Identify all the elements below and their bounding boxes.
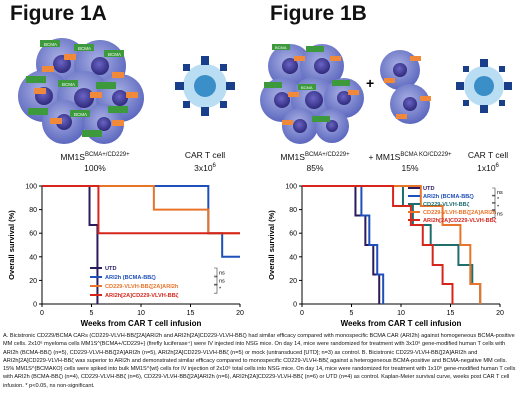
y-tick-label: 20: [29, 278, 37, 285]
bcma-ko-cell-cluster: [380, 50, 431, 124]
x-tick-label: 10: [137, 310, 145, 317]
svg-text:BCMA: BCMA: [78, 46, 91, 51]
legend-label: UTD: [105, 266, 117, 272]
y-tick-label: 60: [289, 231, 297, 238]
significance-bracket: [492, 187, 496, 197]
figure-1a-mm1s-label: MM1SBCMA+/CD229+ 100%: [60, 151, 130, 173]
y-axis-title: Overall survival (%): [7, 210, 16, 280]
x-axis-title: Weeks from CAR T cell infusion: [341, 319, 462, 328]
figure-1a-illustration: BCMA BCMA BCMA BCMA BCMA: [18, 38, 235, 144]
x-axis-title: Weeks from CAR T cell infusion: [81, 319, 202, 328]
y-tick-label: 0: [33, 302, 37, 309]
legend-label: ARI2h[2A]CD229-VLVH-BBζ: [423, 218, 497, 224]
figure-1b-cart-label: CAR T cell 1x106: [467, 150, 509, 173]
y-tick-label: 80: [29, 207, 37, 214]
bcma-antigen-tags: BCMA BCMA BCMA BCMA BCMA: [26, 40, 128, 137]
significance-bracket: [214, 275, 218, 286]
survival-curve: [42, 185, 240, 235]
significance-label: ns: [497, 190, 503, 196]
y-axis-title: Overall survival (%): [267, 210, 276, 280]
legend-label: ARI2h (BCMA-BBζ): [105, 275, 156, 281]
x-tick-label: 15: [447, 310, 455, 317]
figure-1a-cart-label: CAR T cell 3x106: [184, 150, 226, 173]
svg-text:BCMA: BCMA: [74, 112, 87, 117]
car-t-cell-icon: [456, 59, 512, 113]
svg-text:BCMA: BCMA: [301, 85, 313, 90]
figure-caption: A. Bicistronic CD229/BCMA CARs (CD229-VL…: [3, 332, 517, 390]
x-tick-label: 0: [300, 310, 304, 317]
survival-curve: [42, 185, 99, 304]
significance-bracket: [214, 267, 218, 278]
y-tick-label: 100: [285, 184, 297, 191]
significance-bracket: [492, 209, 496, 218]
caption-text: A. Bicistronic CD229/BCMA CARs (CD229-VL…: [3, 333, 516, 389]
figure-1a-title: Figure 1A: [10, 2, 107, 25]
significance-bracket: [492, 194, 496, 204]
significance-label: *: [497, 197, 500, 203]
svg-text:BCMA: BCMA: [275, 45, 287, 50]
x-tick-label: 20: [236, 310, 244, 317]
figure-1b-illustration: BCMA BCMA +: [260, 44, 512, 144]
y-tick-label: 100: [25, 184, 37, 191]
y-tick-label: 20: [289, 278, 297, 285]
survival-curve: [42, 185, 240, 258]
x-tick-label: 15: [187, 310, 195, 317]
survival-curve: [302, 185, 482, 304]
y-tick-label: 80: [289, 207, 297, 214]
legend-label: CD229-VLVH-BBζ[2A]ARI2h: [423, 210, 497, 216]
y-tick-label: 40: [29, 254, 37, 261]
significance-bracket: [214, 283, 218, 294]
significance-label: ns: [219, 279, 225, 285]
y-tick-label: 0: [293, 302, 297, 309]
figure-1b-title: Figure 1B: [270, 2, 367, 25]
svg-text:BCMA: BCMA: [108, 52, 121, 57]
survival-curve: [302, 185, 454, 304]
x-tick-label: 5: [90, 310, 94, 317]
legend-label: UTD: [423, 186, 435, 192]
y-tick-label: 40: [289, 254, 297, 261]
x-tick-label: 5: [350, 310, 354, 317]
significance-label: *: [497, 204, 500, 210]
legend-label: ARI2h (BCMA-BBζ): [423, 194, 474, 200]
y-tick-label: 60: [29, 231, 37, 238]
survival-curve: [302, 185, 381, 304]
legend-label: ARI2h[2A]CD229-VLVH-BBζ: [105, 293, 179, 299]
significance-label: ns: [219, 271, 225, 277]
x-tick-label: 20: [496, 310, 504, 317]
significance-label: *: [219, 287, 222, 293]
survival-chart-b: 0 20 40 60 80 100 0 5 10 15 20 Weeks from CAR T cel…: [267, 184, 504, 329]
figure-1b-mm1s-label: MM1SBCMA+/CD229+ 85%: [280, 151, 350, 173]
myeloma-cell-cluster: BCMA BCMA: [260, 44, 364, 144]
cd229-antigen-tags: [34, 54, 138, 126]
significance-bracket: [492, 202, 496, 211]
svg-text:BCMA: BCMA: [44, 42, 57, 47]
survival-curve: [42, 185, 240, 235]
car-t-cell-icon: [175, 56, 235, 116]
x-tick-label: 0: [40, 310, 44, 317]
legend-label: CD229-VLVH-BBζ[2A]ARI2h: [105, 284, 179, 290]
x-tick-label: 10: [397, 310, 405, 317]
figure-1b-mm1s-ko-label: + MM1SBCMA KO/CD229+ 15%: [368, 151, 452, 173]
plus-sign: +: [366, 75, 374, 91]
svg-text:BCMA: BCMA: [62, 82, 75, 87]
survival-curve: [302, 185, 385, 304]
survival-chart-a: 0 20 40 60 80 100 0 5 10 15 20 Weeks from CAR T cel…: [7, 184, 244, 329]
legend-label: CD229-VLVH-BBζ: [423, 202, 470, 208]
significance-label: ns: [497, 212, 503, 218]
